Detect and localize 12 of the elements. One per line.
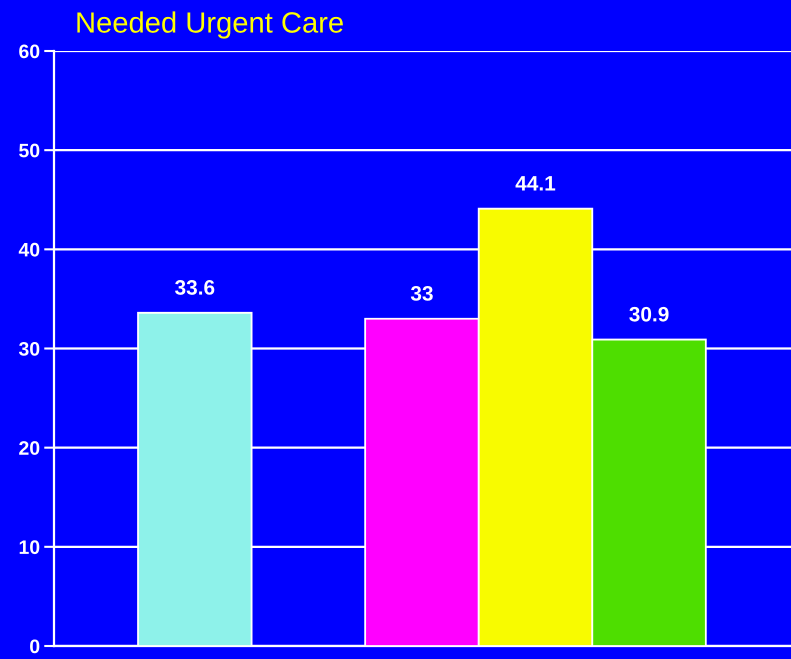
- y-tick-label: 40: [18, 242, 40, 257]
- y-tick-label: 30: [18, 342, 40, 356]
- y-tick-label: 60: [19, 44, 40, 58]
- data-label: 44.1: [516, 176, 556, 190]
- data-label: 30.9: [629, 306, 669, 322]
- y-tick-label: 0: [30, 639, 40, 654]
- y-tick-label: 20: [19, 441, 40, 455]
- y-tick-label: 10: [20, 540, 40, 554]
- chart-title: Needed Urgent Care: [77, 11, 343, 39]
- data-label: 33: [410, 286, 433, 301]
- y-tick-label: 50: [19, 144, 40, 158]
- data-label: 33.6: [175, 280, 214, 295]
